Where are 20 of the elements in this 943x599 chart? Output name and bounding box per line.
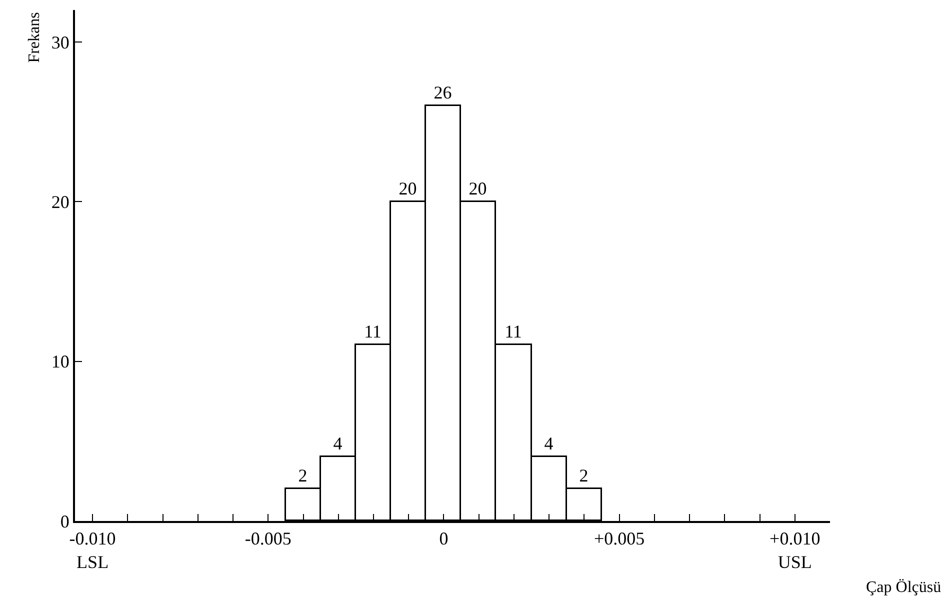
x-tick-label: +0.010 USL [770,528,820,572]
x-tick-label: +0.005 [594,528,645,549]
x-axis-title: Çap Ölçüsü [866,579,942,596]
y-axis-title: Frekans [26,12,43,63]
data-label: 20 [398,178,417,198]
data-label: 4 [544,433,554,454]
y-tick-label: 30 [51,32,70,52]
y-tick-label: 10 [51,352,70,372]
data-label: 26 [434,82,452,102]
x-tick-label: -0.005 [244,528,292,549]
y-tick-label: 0 [60,511,70,532]
data-label: 11 [364,321,382,342]
data-label: 2 [579,465,588,486]
data-label: 11 [504,321,522,342]
y-tick-label: 20 [51,192,70,212]
x-tick-label: -0.010 LSL [69,528,116,572]
data-label: 4 [333,433,342,454]
data-label: 2 [298,465,308,486]
data-label: 20 [468,178,487,198]
x-tick-label: 0 [439,528,448,549]
